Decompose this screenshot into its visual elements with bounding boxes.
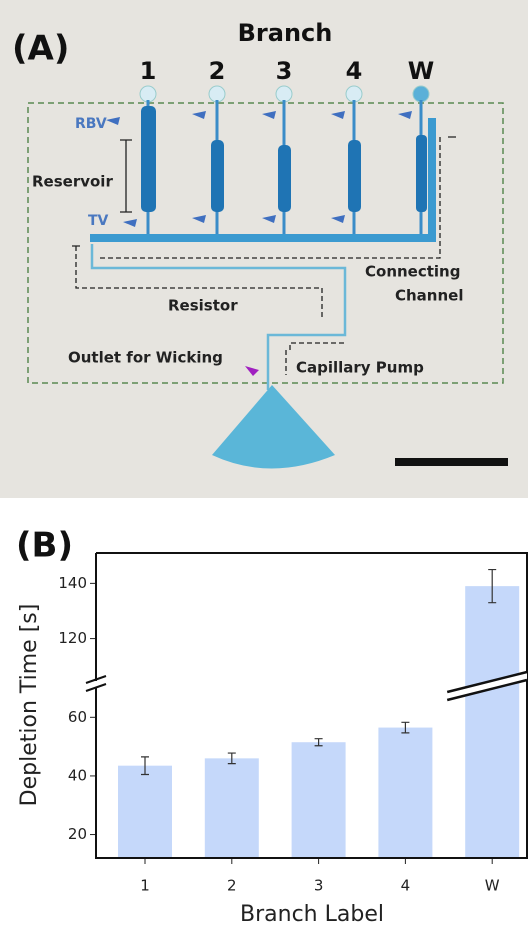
annotation: Channel xyxy=(395,287,463,305)
y-tick-label: 60 xyxy=(68,708,87,726)
annotation: TV xyxy=(88,213,109,229)
branch-label: 1 xyxy=(140,57,157,85)
bar xyxy=(118,766,172,858)
x-axis-label: Branch Label xyxy=(240,902,384,927)
annotation: Capillary Pump xyxy=(296,359,424,377)
panel-label: (B) xyxy=(16,526,73,566)
annotation: RBV xyxy=(75,116,107,132)
panel-title: Branch xyxy=(238,19,333,47)
annotation: Resistor xyxy=(168,297,238,315)
panel-label: (A) xyxy=(12,29,69,69)
bar xyxy=(205,758,259,858)
device-photo xyxy=(0,0,528,498)
branch-label: 3 xyxy=(276,57,293,85)
x-tick-label: 1 xyxy=(140,877,150,895)
y-tick-label: 140 xyxy=(58,574,87,592)
branch-label: 4 xyxy=(346,57,363,85)
annotation: Outlet for Wicking xyxy=(68,349,223,367)
y-axis-label: Depletion Time [s] xyxy=(17,604,42,807)
x-tick-label: 3 xyxy=(314,877,324,895)
bar xyxy=(465,586,519,858)
y-tick-label: 120 xyxy=(58,629,87,647)
x-tick-label: 2 xyxy=(227,877,237,895)
y-tick-label: 20 xyxy=(68,825,87,843)
x-tick-label: 4 xyxy=(401,877,411,895)
branch-label: 2 xyxy=(209,57,226,85)
branch-label: W xyxy=(408,57,434,85)
bar xyxy=(292,742,346,858)
annotation: Reservoir xyxy=(32,173,113,191)
bar xyxy=(378,728,432,858)
annotation: Connecting xyxy=(365,263,460,281)
figure: (A) Branch RBV Reservoir TV Connecting C… xyxy=(0,0,528,930)
x-tick-label: W xyxy=(485,877,500,895)
y-tick-label: 40 xyxy=(68,766,87,784)
